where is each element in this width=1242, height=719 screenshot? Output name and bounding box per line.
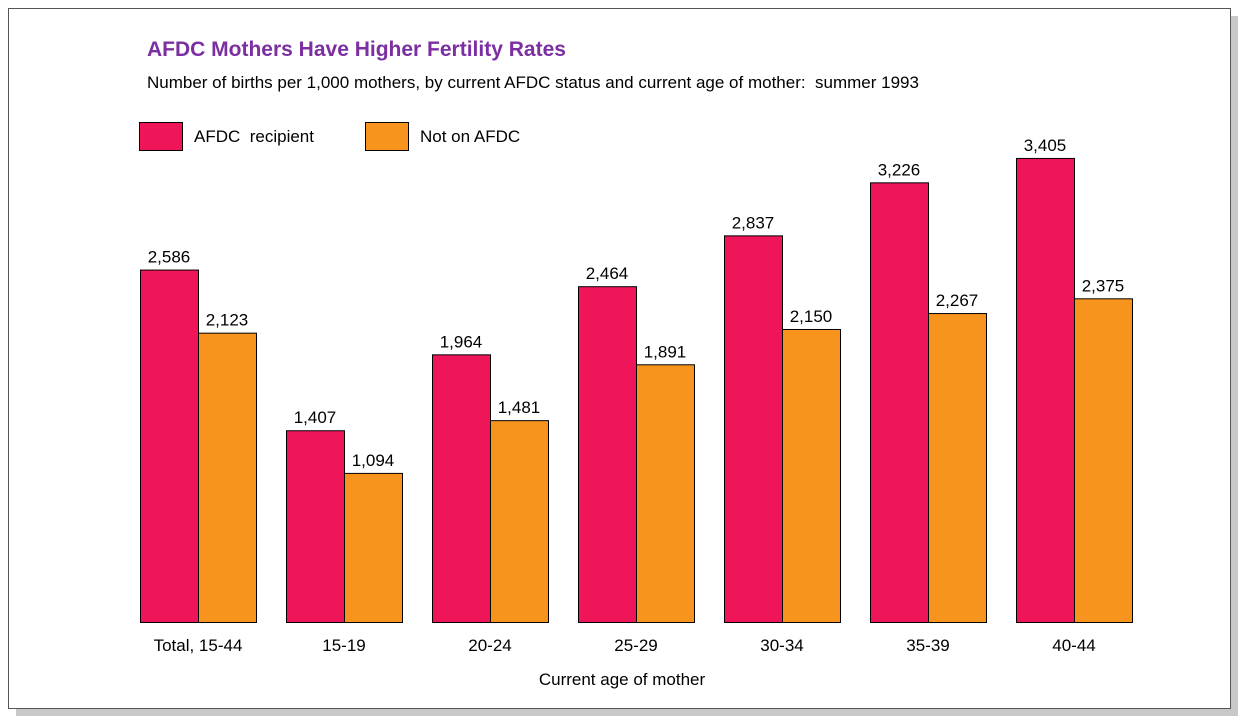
legend-swatch xyxy=(139,122,183,151)
chart-title: AFDC Mothers Have Higher Fertility Rates xyxy=(147,38,566,61)
x-axis-label: Current age of mother xyxy=(539,670,706,689)
data-label: 3,405 xyxy=(1024,136,1067,155)
data-label: 1,481 xyxy=(498,398,541,417)
x-tick-label: 35-39 xyxy=(906,636,949,655)
bar xyxy=(870,182,929,623)
data-label: 1,407 xyxy=(294,408,337,427)
data-label: 3,226 xyxy=(878,160,921,179)
data-label: 2,123 xyxy=(206,311,249,330)
legend-label: Not on AFDC xyxy=(420,127,520,146)
data-label: 1,964 xyxy=(440,332,483,351)
legend-label: AFDC recipient xyxy=(194,127,314,146)
data-label: 2,375 xyxy=(1082,276,1125,295)
bar xyxy=(432,354,491,623)
bar xyxy=(724,235,783,623)
data-label: 2,586 xyxy=(148,248,191,267)
x-tick-label: Total, 15-44 xyxy=(154,636,243,655)
bar xyxy=(928,313,987,623)
x-tick-label: 30-34 xyxy=(760,636,803,655)
x-tick-label: 40-44 xyxy=(1052,636,1095,655)
bar xyxy=(198,332,257,623)
bar xyxy=(578,286,637,623)
bar xyxy=(140,269,199,623)
legend-swatch xyxy=(365,122,409,151)
bar xyxy=(1074,298,1133,623)
bar xyxy=(286,430,345,623)
x-tick-label: 25-29 xyxy=(614,636,657,655)
bar xyxy=(344,472,403,624)
x-tick-label: 15-19 xyxy=(322,636,365,655)
bar xyxy=(636,364,695,623)
data-label: 2,464 xyxy=(586,264,629,283)
bar xyxy=(490,420,549,623)
x-tick-label: 20-24 xyxy=(468,636,511,655)
data-label: 2,837 xyxy=(732,213,775,232)
chart-subtitle: Number of births per 1,000 mothers, by c… xyxy=(147,73,919,92)
bar xyxy=(782,328,841,623)
data-label: 2,150 xyxy=(790,307,833,326)
bar xyxy=(1016,157,1075,623)
data-label: 1,891 xyxy=(644,342,687,361)
data-label: 2,267 xyxy=(936,291,979,310)
data-label: 1,094 xyxy=(352,451,395,470)
